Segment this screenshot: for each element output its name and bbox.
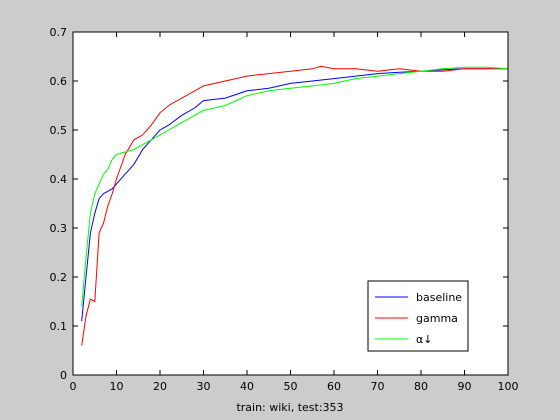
legend-label-1: gamma (416, 312, 458, 325)
x-tick-label-1: 10 (110, 380, 124, 393)
series-line-0 (81, 68, 508, 322)
y-tick-label-0: 0 (60, 369, 67, 382)
x-tick-label-5: 50 (284, 380, 298, 393)
legend: baseline gamma α↓ (367, 280, 469, 352)
x-tick-label-4: 40 (240, 380, 254, 393)
series-layer (81, 65, 509, 346)
series-line-1 (81, 65, 508, 346)
x-tick-label-10: 100 (498, 380, 519, 393)
y-tick-label-2: 0.2 (50, 271, 68, 284)
y-tick-label-6: 0.6 (50, 75, 68, 88)
x-tick-label-9: 90 (458, 380, 472, 393)
ticks-layer: 0 10 20 30 40 50 60 70 80 90 100 0 0.1 0.2 0.3 0.4 0.5 0.… (50, 26, 519, 393)
legend-label-2: α↓ (416, 333, 432, 346)
x-tick-label-6: 60 (327, 380, 341, 393)
y-tick-label-1: 0.1 (50, 320, 68, 333)
x-tick-label-8: 80 (414, 380, 428, 393)
x-tick-label-2: 20 (153, 380, 167, 393)
y-tick-label-7: 0.7 (50, 26, 68, 39)
y-tick-label-3: 0.3 (50, 222, 68, 235)
y-tick-label-5: 0.5 (50, 124, 68, 137)
series-line-2 (81, 66, 509, 307)
legend-label-0: baseline (416, 291, 462, 304)
x-tick-label-3: 30 (197, 380, 211, 393)
x-tick-label-0: 0 (70, 380, 77, 393)
x-tick-label-7: 70 (371, 380, 385, 393)
y-tick-label-4: 0.4 (50, 173, 68, 186)
x-axis-label: train: wiki, test:353 (236, 401, 343, 414)
